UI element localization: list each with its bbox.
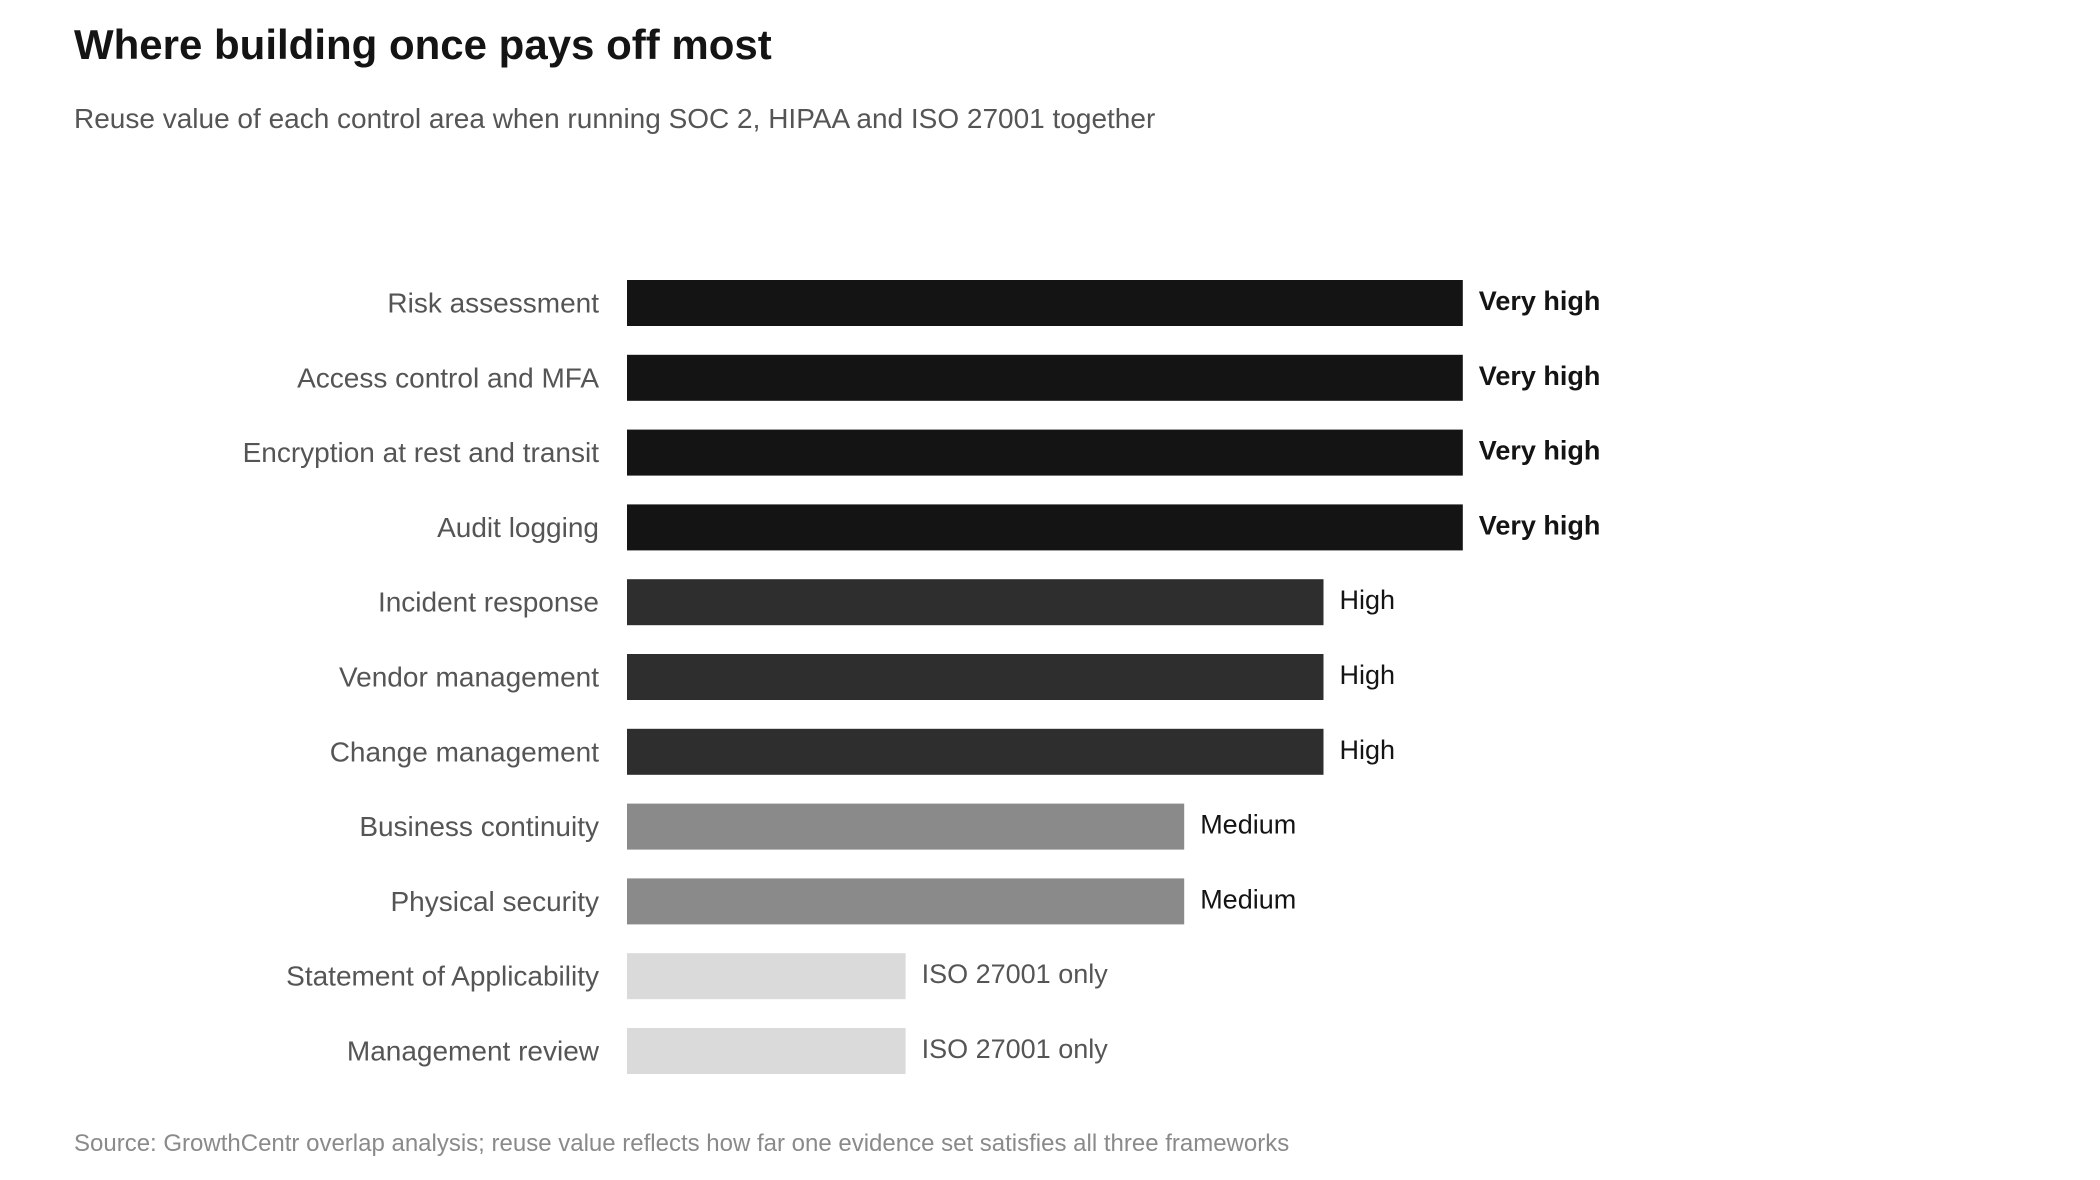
value-label-vendor-management: High <box>1340 660 1396 690</box>
value-label-risk-assessment: Very high <box>1479 286 1601 316</box>
category-label-encryption-at-rest-and-transit: Encryption at rest and transit <box>243 437 600 468</box>
value-label-physical-security: Medium <box>1200 884 1296 914</box>
bar-risk-assessment <box>627 280 1463 326</box>
chart-title: Where building once pays off most <box>74 21 772 68</box>
category-label-incident-response: Incident response <box>378 587 599 618</box>
category-label-risk-assessment: Risk assessment <box>387 288 599 319</box>
bar-physical-security <box>627 878 1185 925</box>
value-label-statement-of-applicability: ISO 27001 only <box>922 959 1109 989</box>
chart-subtitle: Reuse value of each control area when ru… <box>74 103 1156 134</box>
bar-encryption-at-rest-and-transit <box>627 429 1463 476</box>
category-label-change-management: Change management <box>330 736 600 767</box>
category-label-audit-logging: Audit logging <box>437 512 599 543</box>
bar-business-continuity <box>627 803 1185 850</box>
value-label-management-review: ISO 27001 only <box>922 1034 1109 1064</box>
category-label-statement-of-applicability: Statement of Applicability <box>286 961 599 992</box>
bar-change-management <box>627 728 1324 775</box>
bar-statement-of-applicability <box>627 953 906 1000</box>
value-label-audit-logging: Very high <box>1479 510 1601 540</box>
category-label-management-review: Management review <box>347 1036 600 1067</box>
category-label-access-control-and-mfa: Access control and MFA <box>297 362 599 393</box>
value-label-change-management: High <box>1340 735 1396 765</box>
value-label-business-continuity: Medium <box>1200 810 1296 840</box>
category-label-business-continuity: Business continuity <box>359 811 599 842</box>
value-label-incident-response: High <box>1340 585 1396 615</box>
category-label-vendor-management: Vendor management <box>339 662 599 693</box>
category-label-physical-security: Physical security <box>390 886 599 917</box>
bar-access-control-and-mfa <box>627 354 1463 401</box>
bar-management-review <box>627 1028 906 1074</box>
value-label-access-control-and-mfa: Very high <box>1479 361 1601 391</box>
bar-audit-logging <box>627 504 1463 551</box>
value-label-encryption-at-rest-and-transit: Very high <box>1479 436 1601 466</box>
source-note: Source: GrowthCentr overlap analysis; re… <box>74 1130 1290 1157</box>
bar-vendor-management <box>627 654 1324 700</box>
bar-incident-response <box>627 579 1324 626</box>
